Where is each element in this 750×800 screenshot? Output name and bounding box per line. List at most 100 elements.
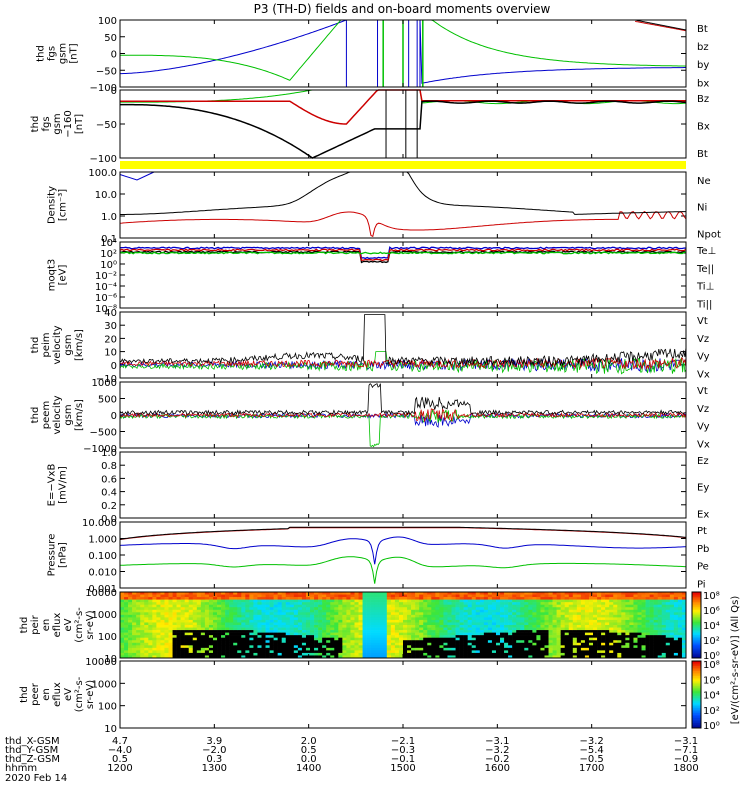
spectrogram-cell — [564, 625, 570, 628]
spectrogram-cell — [261, 642, 266, 646]
spectrogram-cell — [140, 632, 145, 636]
spectrogram-cell — [273, 597, 278, 600]
spectrogram-cell — [362, 617, 367, 621]
spectrogram-cell — [249, 655, 254, 659]
spectrogram-cell — [233, 594, 238, 598]
spectrogram-cell — [504, 602, 509, 605]
spectrogram-cell — [495, 602, 501, 605]
spectrogram-cell — [451, 599, 456, 603]
spectrogram-cell — [273, 607, 278, 611]
yellow-strip — [120, 161, 686, 169]
spectrogram-cell — [544, 642, 549, 646]
spectrogram-cell — [330, 655, 335, 659]
spectrogram-cell — [415, 602, 420, 605]
spectrogram-cell — [459, 630, 464, 633]
spectrogram-cell — [532, 632, 537, 636]
spectrogram-cell — [459, 604, 464, 608]
spectrogram-cell — [524, 642, 529, 646]
spectrogram-cell — [597, 655, 602, 659]
spectrogram-cell — [390, 609, 396, 613]
spectrogram-cell — [524, 637, 529, 641]
spectrogram-cell — [645, 604, 650, 608]
spectrogram-cell — [665, 607, 671, 611]
spectrogram-cell — [483, 627, 489, 631]
spectrogram-cell — [556, 614, 561, 618]
spectrogram-cell — [208, 635, 214, 638]
legend-entry: by — [697, 60, 709, 71]
spectrogram-cell — [217, 650, 222, 654]
spectrogram-cell — [330, 597, 335, 600]
spectrogram-cell — [374, 650, 380, 654]
spectrogram-cell — [524, 619, 529, 623]
spectrogram-cell — [560, 617, 566, 621]
spectrogram-cell — [609, 650, 614, 654]
spectrogram-cell — [653, 655, 658, 659]
spectrogram-cell — [621, 617, 626, 621]
spectrogram-cell — [657, 622, 663, 626]
spectrogram-cell — [180, 592, 185, 595]
spectrogram-cell — [451, 602, 456, 605]
spectrogram-cell — [560, 612, 566, 616]
spectrogram-cell — [326, 650, 331, 654]
spectrogram-cell — [374, 612, 380, 616]
spectrogram-cell — [512, 594, 517, 598]
spectrogram-cell — [241, 622, 246, 626]
spectrogram-cell — [346, 655, 351, 659]
spectrogram-cell — [374, 607, 380, 611]
spectrogram-cell — [419, 652, 424, 656]
spectrogram-cell — [419, 609, 424, 613]
spectrogram-cell — [318, 647, 323, 651]
spectrogram-cell — [621, 627, 626, 631]
spectrogram-cell — [338, 602, 343, 605]
spectrogram-cell — [593, 647, 598, 651]
spectrogram-cell — [556, 619, 561, 623]
spectrogram-cell — [293, 625, 299, 628]
spectrogram-cell — [285, 647, 291, 651]
spectrogram-cell — [237, 632, 242, 636]
spectrogram-cell — [431, 614, 436, 618]
spectrogram-cell — [293, 640, 299, 644]
spectrogram-cell — [164, 594, 169, 598]
spectrogram-cell — [237, 604, 242, 608]
spectrogram-cell — [390, 655, 396, 659]
spectrogram-cell — [471, 597, 477, 600]
spectrogram-cell — [475, 614, 481, 618]
spectrogram-cell — [200, 594, 206, 598]
spectrogram-cell — [447, 630, 452, 633]
spectrogram-cell — [500, 640, 505, 644]
spectrogram-cell — [305, 612, 311, 616]
spectrogram-cell — [491, 630, 497, 633]
spectrogram-cell — [467, 599, 473, 603]
spectrogram-cell — [314, 602, 319, 605]
spectrogram-cell — [601, 622, 606, 626]
spectrogram-cell — [310, 635, 315, 638]
spectrogram-cell — [641, 619, 646, 623]
spectrogram-cell — [649, 619, 654, 623]
spectrogram-cell — [322, 655, 327, 659]
spectrogram-cell — [322, 617, 327, 621]
spectrogram-cell — [293, 599, 299, 603]
spectrogram-cell — [301, 607, 307, 611]
spectrogram-cell — [629, 604, 634, 608]
spectrogram-cell — [156, 627, 161, 631]
spectrogram-cell — [552, 652, 557, 656]
spectrogram-cell — [439, 622, 444, 626]
spectrogram-cell — [136, 609, 141, 613]
spectrogram-cell — [330, 630, 335, 633]
spectrogram-cell — [629, 617, 634, 621]
spectrogram-cell — [277, 602, 283, 605]
spectrogram-cell — [451, 647, 456, 651]
ytick-label: 1.0 — [101, 212, 117, 223]
spectrogram-cell — [362, 622, 367, 626]
spectrogram-cell — [625, 594, 630, 598]
spectrogram-cell — [136, 630, 141, 633]
spectrogram-cell — [249, 627, 254, 631]
spectrogram-cell — [601, 652, 606, 656]
spectrogram-cell — [475, 655, 481, 659]
spectrogram-cell — [665, 655, 671, 659]
spectrogram-cell — [374, 619, 380, 623]
spectrogram-cell — [645, 612, 650, 616]
spectrogram-cell — [637, 614, 642, 618]
spectrogram-cell — [374, 642, 380, 646]
spectrogram-cell — [314, 637, 319, 641]
